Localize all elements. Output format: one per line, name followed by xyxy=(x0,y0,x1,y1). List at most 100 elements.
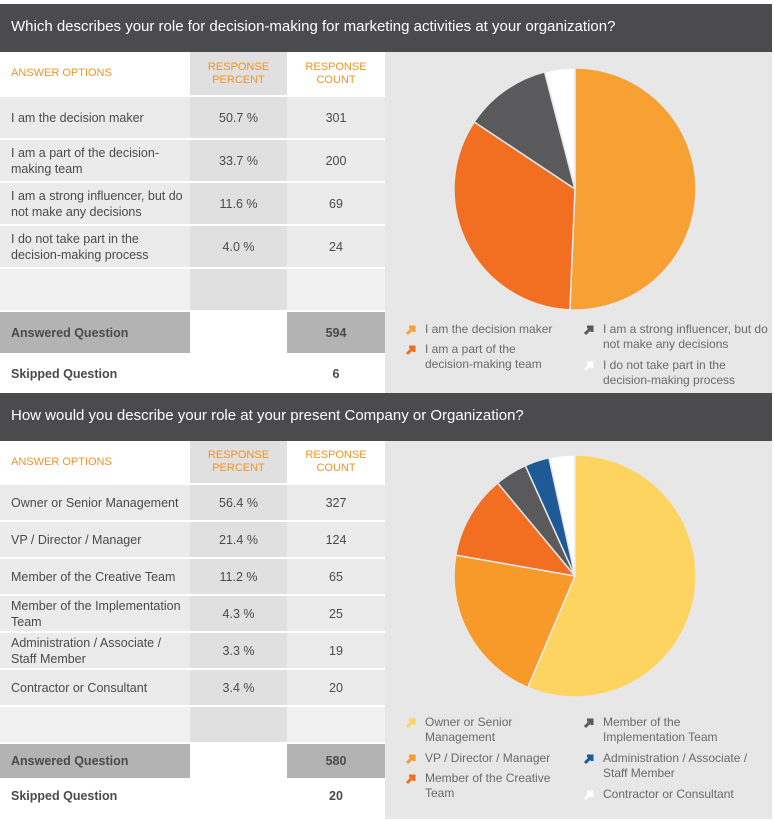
legend-arrow-icon xyxy=(583,361,594,372)
table-empty-row xyxy=(0,269,385,312)
answered-count: 580 xyxy=(287,744,385,778)
legend-item: I am a part of the decision-making team xyxy=(405,342,565,372)
skipped-count: 6 xyxy=(287,355,385,393)
legend-arrow-icon xyxy=(583,325,594,336)
survey-section-decision-role: Which describes your role for decision-m… xyxy=(0,4,772,395)
answered-question-row: Answered Question 594 xyxy=(0,312,385,355)
answer-label: I do not take part in the decision-makin… xyxy=(0,226,190,267)
answered-count: 594 xyxy=(287,312,385,353)
response-count: 200 xyxy=(287,140,385,181)
empty-cell xyxy=(287,707,385,742)
response-count: 24 xyxy=(287,226,385,267)
empty-cell xyxy=(190,780,287,812)
response-count: 25 xyxy=(287,596,385,631)
legend-label: VP / Director / Manager xyxy=(425,751,551,765)
response-count: 19 xyxy=(287,633,385,668)
results-table: ANSWER OPTIONS RESPONSE PERCENT RESPONSE… xyxy=(0,441,385,814)
legend-arrow-icon xyxy=(583,754,594,765)
legend-label: I am a strong influencer, but do not mak… xyxy=(603,322,768,351)
answer-label: Contractor or Consultant xyxy=(0,670,190,705)
table-empty-row xyxy=(0,707,385,744)
table-header-row: ANSWER OPTIONS RESPONSE PERCENT RESPONSE… xyxy=(0,52,385,97)
legend-item: Administration / Associate / Staff Membe… xyxy=(583,751,769,781)
pie-chart xyxy=(453,454,697,698)
table-header-row: ANSWER OPTIONS RESPONSE PERCENT RESPONSE… xyxy=(0,441,385,485)
pie-slice xyxy=(454,481,577,578)
legend-item: Contractor or Consultant xyxy=(583,787,763,802)
answer-label: I am a strong influencer, but do not mak… xyxy=(0,183,190,224)
empty-cell xyxy=(190,707,287,742)
pie-slice xyxy=(526,454,697,698)
response-count: 301 xyxy=(287,97,385,138)
header-response-percent: RESPONSE PERCENT xyxy=(190,52,287,95)
section-title: How would you describe your role at your… xyxy=(0,393,772,441)
table-row: Member of the Implementation Team 4.3 % … xyxy=(0,596,385,633)
legend-arrow-icon xyxy=(405,754,416,765)
response-percent: 4.3 % xyxy=(190,596,287,631)
empty-cell xyxy=(287,269,385,310)
table-row: Contractor or Consultant 3.4 % 20 xyxy=(0,670,385,707)
pie-chart xyxy=(453,67,697,311)
chart-panel: Owner or Senior Management VP / Director… xyxy=(385,441,772,819)
skipped-question-row: Skipped Question 6 xyxy=(0,355,385,395)
legend-item: I am the decision maker xyxy=(405,322,575,337)
legend-label: I am a part of the decision-making team xyxy=(425,342,542,371)
legend-item: I am a strong influencer, but do not mak… xyxy=(583,322,768,352)
response-percent: 21.4 % xyxy=(190,522,287,557)
empty-cell xyxy=(0,269,190,310)
legend-label: I do not take part in the decision-makin… xyxy=(603,358,736,387)
response-percent: 50.7 % xyxy=(190,97,287,138)
pie-slice xyxy=(543,67,576,190)
empty-cell xyxy=(190,312,287,353)
response-count: 69 xyxy=(287,183,385,224)
results-table: ANSWER OPTIONS RESPONSE PERCENT RESPONSE… xyxy=(0,52,385,395)
response-percent: 4.0 % xyxy=(190,226,287,267)
legend-arrow-icon xyxy=(405,345,416,356)
answered-label: Answered Question xyxy=(0,744,190,778)
skipped-question-row: Skipped Question 20 xyxy=(0,780,385,814)
table-row: I am the decision maker 50.7 % 301 xyxy=(0,97,385,140)
survey-section-company-role: How would you describe your role at your… xyxy=(0,393,772,819)
pie-slice xyxy=(453,554,577,689)
answer-label: Owner or Senior Management xyxy=(0,485,190,520)
answered-label: Answered Question xyxy=(0,312,190,353)
pie-slice xyxy=(569,67,697,311)
pie-slice xyxy=(473,70,577,191)
legend-label: Contractor or Consultant xyxy=(603,787,734,801)
table-row: Owner or Senior Management 56.4 % 327 xyxy=(0,485,385,522)
legend-label: Owner or Senior Management xyxy=(425,715,513,744)
answer-label: Member of the Creative Team xyxy=(0,559,190,594)
table-row: Member of the Creative Team 11.2 % 65 xyxy=(0,559,385,596)
table-row: I am a strong influencer, but do not mak… xyxy=(0,183,385,226)
header-answer-options: ANSWER OPTIONS xyxy=(0,52,190,95)
legend-arrow-icon xyxy=(405,325,416,336)
response-percent: 3.4 % xyxy=(190,670,287,705)
response-percent: 3.3 % xyxy=(190,633,287,668)
answer-label: Administration / Associate / Staff Membe… xyxy=(0,633,190,668)
response-count: 124 xyxy=(287,522,385,557)
empty-cell xyxy=(0,707,190,742)
legend-item: Owner or Senior Management xyxy=(405,715,565,745)
response-percent: 33.7 % xyxy=(190,140,287,181)
legend-label: Member of the Implementation Team xyxy=(603,715,718,744)
answer-label: I am the decision maker xyxy=(0,97,190,138)
answered-question-row: Answered Question 580 xyxy=(0,744,385,780)
table-row: I do not take part in the decision-makin… xyxy=(0,226,385,269)
legend-item: Member of the Implementation Team xyxy=(583,715,753,745)
empty-cell xyxy=(190,269,287,310)
legend-item: I do not take part in the decision-makin… xyxy=(583,358,753,388)
legend-arrow-icon xyxy=(405,774,416,785)
answer-label: Member of the Implementation Team xyxy=(0,596,190,631)
skipped-label: Skipped Question xyxy=(0,355,190,393)
response-count: 65 xyxy=(287,559,385,594)
empty-cell xyxy=(190,744,287,778)
response-count: 327 xyxy=(287,485,385,520)
header-answer-options: ANSWER OPTIONS xyxy=(0,441,190,483)
legend-label: Administration / Associate / Staff Membe… xyxy=(603,751,748,780)
legend-item: VP / Director / Manager xyxy=(405,751,580,766)
chart-panel: I am the decision maker I am a part of t… xyxy=(385,52,772,394)
legend-label: Member of the Creative Team xyxy=(425,771,551,800)
legend-arrow-icon xyxy=(583,790,594,801)
table-row: I am a part of the decision-making team … xyxy=(0,140,385,183)
legend-arrow-icon xyxy=(583,718,594,729)
